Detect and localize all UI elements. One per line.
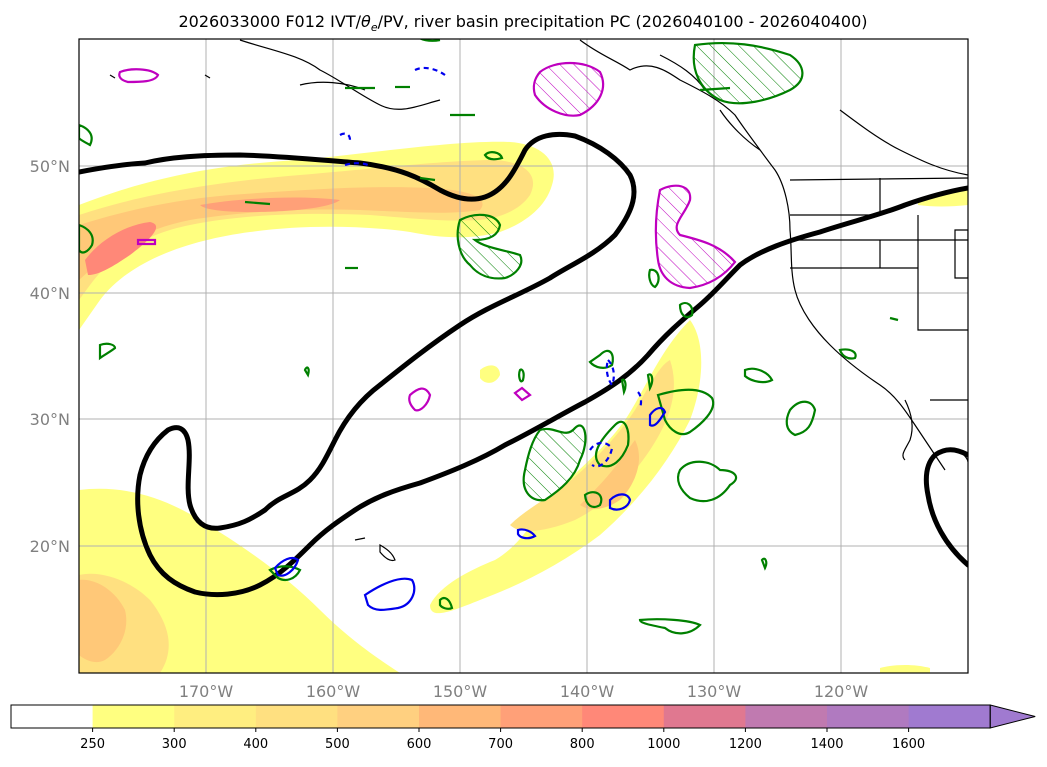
map-panel: [79, 39, 968, 673]
colorbar-tick-label: 1400: [810, 737, 843, 752]
colorbar-segment: [827, 705, 910, 728]
lat-label-20: 20°N: [30, 537, 70, 556]
colorbar-tick-label: 300: [162, 737, 187, 752]
colorbar-tick-label: 1200: [729, 737, 762, 752]
lon-label-120w: 120°W: [814, 682, 869, 701]
colorbar-segment: [174, 705, 257, 728]
coastlines: [109, 39, 968, 562]
colorbar-segment: [908, 705, 991, 728]
lon-label-170w: 170°W: [179, 682, 234, 701]
colorbar-segment: [582, 705, 665, 728]
colorbar-extend-arrow: [989, 704, 1036, 729]
lat-label-30: 30°N: [30, 410, 70, 429]
figure-title: 2026033000 F012 IVT/θe/PV, river basin p…: [178, 12, 867, 34]
colorbar-segment: [11, 705, 94, 728]
colorbar-segment: [500, 705, 583, 728]
lat-label-40: 40°N: [30, 284, 70, 303]
colorbar-segment: [663, 705, 746, 728]
colorbar-segment: [92, 705, 175, 728]
colorbar-segment: [745, 705, 828, 728]
colorbar-segment: [255, 705, 338, 728]
colorbar-tick-label: 1000: [647, 737, 680, 752]
precip-pc-blue: [273, 66, 667, 611]
lon-label-160w: 160°W: [306, 682, 361, 701]
map-frame: [78, 38, 969, 674]
lat-axis-labels: 50°N 40°N 30°N 20°N: [30, 157, 70, 556]
precip-pc-magenta: [118, 62, 737, 412]
colorbar-tick-label: 800: [570, 737, 595, 752]
lon-label-150w: 150°W: [433, 682, 488, 701]
colorbar-segment: [419, 705, 502, 728]
lon-label-140w: 140°W: [560, 682, 615, 701]
colorbar-tick-label: 500: [325, 737, 350, 752]
lon-label-130w: 130°W: [687, 682, 742, 701]
colorbar-tick-label: 400: [243, 737, 268, 752]
precip-pc-green: [79, 39, 899, 635]
colorbar-tick-label: 700: [488, 737, 513, 752]
colorbar-tick-label: 250: [80, 737, 105, 752]
colorbar-tick-label: 600: [407, 737, 432, 752]
colorbar-tick-label: 1600: [892, 737, 925, 752]
lat-label-50: 50°N: [30, 157, 70, 176]
colorbar: 250 300 400 500 600 700 800 1000 1200 1400 1600: [10, 704, 1036, 752]
pv-contour: [79, 131, 968, 598]
lon-axis-labels: 170°W 160°W 150°W 140°W 130°W 120°W: [179, 682, 869, 701]
colorbar-segment: [337, 705, 420, 728]
gridlines: [79, 39, 968, 673]
